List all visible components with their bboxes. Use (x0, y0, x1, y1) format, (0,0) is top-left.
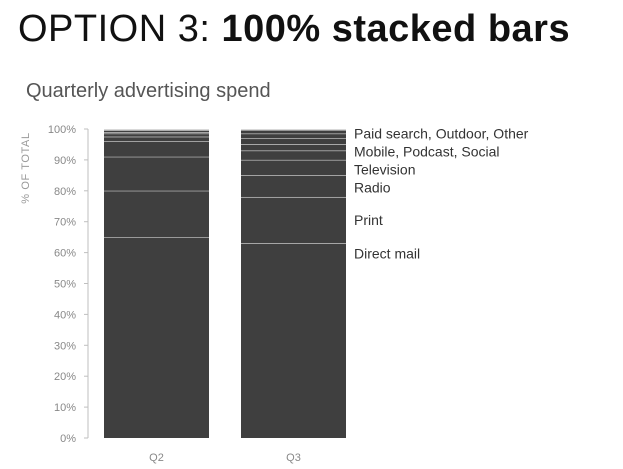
slide-title-emphasis: 100% stacked bars (221, 8, 571, 50)
segment-label: Television (354, 162, 415, 178)
segment-label: Radio (354, 180, 391, 196)
y-tick-label: 100% (48, 124, 76, 136)
bar-segment (104, 136, 209, 142)
bar-segment (241, 138, 346, 145)
y-tick-label: 90% (54, 155, 76, 167)
y-tick-label: 40% (54, 309, 76, 321)
bar-segment (241, 159, 346, 176)
x-category-label: Q3 (286, 452, 301, 464)
y-tick-label: 80% (54, 186, 76, 198)
bar-segment (241, 243, 346, 438)
y-tick-label: 60% (54, 248, 76, 260)
chart-title: Quarterly advertising spend (26, 80, 271, 102)
bar-segment (241, 133, 346, 139)
y-tick-label: 50% (54, 279, 76, 291)
bar-segment (104, 133, 209, 137)
bar-segment (241, 175, 346, 197)
bar-segment (241, 130, 346, 134)
segment-label: Mobile, Podcast, Social (354, 144, 500, 160)
segment-label: Direct mail (354, 245, 420, 261)
slide-title-prefix: OPTION 3: (18, 8, 222, 50)
bar-segment (104, 156, 209, 191)
bar-segment (104, 190, 209, 238)
bar-segment (104, 132, 209, 134)
y-tick-label: 20% (54, 371, 76, 383)
bar-segment (241, 150, 346, 160)
y-tick-label: 0% (60, 433, 76, 445)
y-tick-label: 30% (54, 340, 76, 352)
bar-segment (104, 141, 209, 157)
segment-label: Print (354, 212, 383, 228)
segment-label: Paid search, Outdoor, Other (354, 126, 529, 142)
x-category-label: Q2 (149, 452, 164, 464)
bar-segment (241, 196, 346, 244)
y-tick-label: 70% (54, 217, 76, 229)
bar-segment (241, 144, 346, 151)
slide-title: OPTION 3: 100% stacked bars (18, 8, 570, 51)
y-tick-label: 10% (54, 402, 76, 414)
bar-segment (104, 130, 209, 133)
bar-segment (104, 237, 209, 438)
